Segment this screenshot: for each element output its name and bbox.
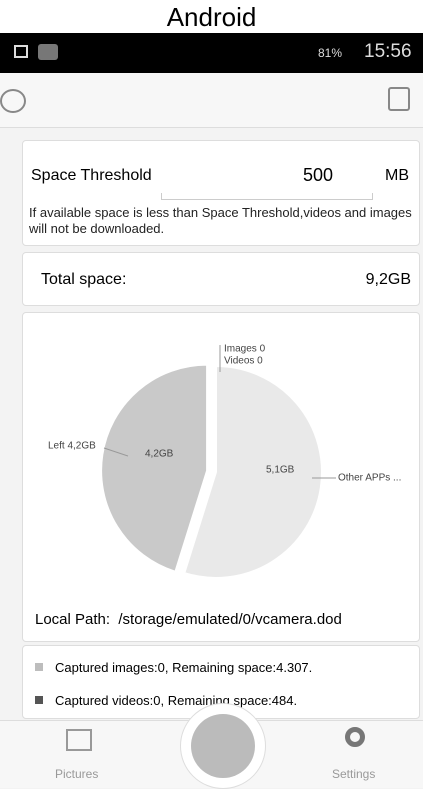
legend-swatch: [35, 663, 43, 671]
slice-label: Videos 0: [224, 356, 263, 367]
slice-label: Images 0: [224, 344, 266, 355]
status-icon: [14, 45, 28, 58]
pictures-label[interactable]: Pictures: [55, 767, 99, 781]
total-label: Total space:: [41, 271, 127, 288]
legend-text: Captured videos:0, Remaining space:484.: [55, 693, 298, 708]
pictures-icon[interactable]: [66, 729, 92, 751]
threshold-card: Space Threshold 500 MB If available spac…: [22, 140, 420, 246]
slice-value-label: 5,1GB: [266, 465, 295, 476]
settings-label[interactable]: Settings: [332, 767, 376, 781]
slice-label: Left 4,2GB: [48, 441, 96, 452]
legend-swatch: [35, 696, 43, 704]
camera-icon: [191, 714, 255, 778]
threshold-note: If available space is less than Space Th…: [29, 205, 412, 236]
input-line: [161, 193, 373, 200]
total-card: Total space: 9,2GB: [22, 252, 420, 306]
total-value: 9,2GB: [365, 271, 411, 288]
threshold-unit: MB: [385, 167, 409, 184]
pie-slice: [100, 363, 209, 574]
clock: 15:56: [364, 41, 412, 62]
status-bar: 81% 15:56: [0, 33, 423, 73]
leader-line: [103, 447, 129, 457]
settings-icon[interactable]: [345, 727, 365, 747]
slice-value-label: 4,2GB: [145, 449, 174, 460]
legend-text: Captured images:0, Remaining space:4.307…: [55, 660, 313, 675]
top-label: Android: [0, 0, 423, 33]
menu-icon[interactable]: [0, 89, 26, 113]
camera-button[interactable]: [180, 703, 266, 789]
threshold-value[interactable]: 500: [303, 165, 334, 185]
threshold-label: Space Threshold: [31, 167, 152, 184]
status-icon: [38, 44, 58, 60]
slice-label: Other APPs ...: [338, 473, 401, 484]
local-path: Local Path: /storage/emulated/0/vcamera.…: [35, 611, 342, 628]
battery: 81%: [318, 46, 343, 60]
save-icon[interactable]: [388, 87, 410, 111]
app-bar: [0, 73, 423, 128]
pie-slice: [183, 364, 323, 579]
bottom-nav: Pictures Settings: [0, 703, 423, 789]
